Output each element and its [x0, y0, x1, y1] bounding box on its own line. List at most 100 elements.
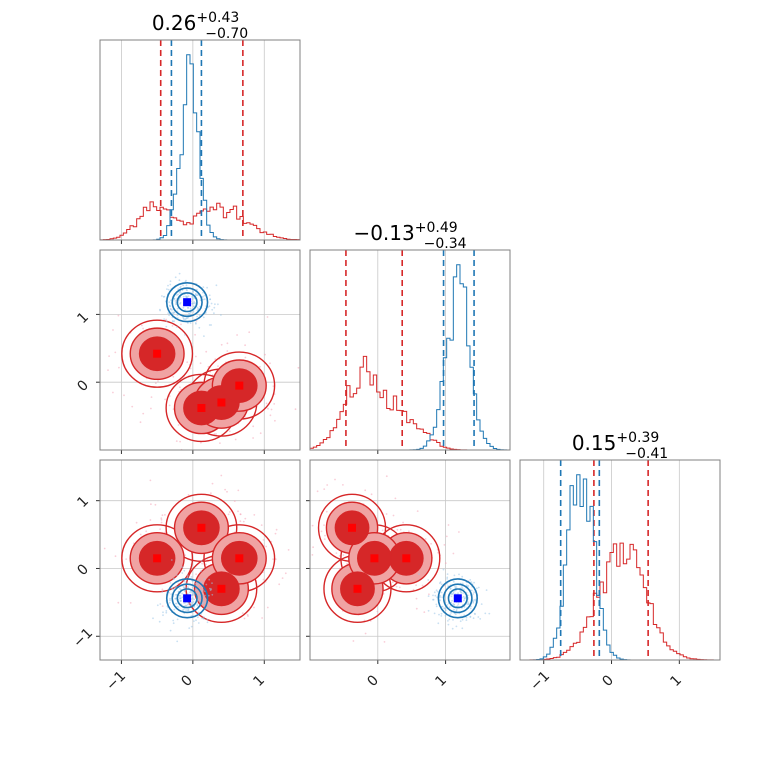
sample-point: [272, 558, 274, 560]
sample-point: [253, 514, 256, 516]
sample-point: [200, 441, 202, 444]
contour-red: [121, 319, 194, 388]
sample-point: [193, 301, 196, 303]
sample-point: [323, 524, 325, 526]
sample-point: [195, 589, 197, 592]
sample-point: [202, 291, 204, 294]
sample-point: [186, 361, 189, 364]
sample-point: [441, 596, 444, 599]
sample-point: [265, 545, 268, 548]
sample-point: [437, 622, 440, 625]
sample-point: [190, 601, 193, 604]
sample-point: [145, 530, 148, 533]
sample-point: [264, 353, 266, 356]
sample-point: [174, 276, 177, 279]
sample-point: [244, 517, 247, 520]
sample-point: [383, 641, 386, 643]
sample-point: [253, 606, 255, 609]
sample-point: [445, 535, 448, 538]
sample-point: [195, 619, 197, 622]
sample-point: [162, 296, 165, 298]
sample-point: [461, 627, 464, 630]
sample-point: [206, 618, 209, 621]
sample-point: [206, 286, 209, 289]
sample-point: [165, 610, 168, 612]
sample-point: [415, 597, 418, 600]
sample-point: [398, 586, 401, 589]
sample-point: [472, 593, 475, 595]
sample-point: [186, 289, 188, 292]
sample-point: [439, 595, 442, 597]
sample-point: [248, 331, 251, 334]
sample-point: [187, 609, 190, 612]
sample-point: [433, 612, 436, 615]
sample-point: [465, 616, 468, 619]
sample-point: [197, 622, 200, 624]
sample-point: [181, 566, 184, 569]
sample-point: [364, 632, 367, 635]
sample-point: [168, 314, 171, 317]
sample-point: [183, 580, 186, 583]
sample-point: [267, 407, 269, 410]
sample-point: [415, 584, 417, 587]
title-p0: 0.26+0.43 −0.70: [152, 10, 248, 42]
sample-point: [424, 538, 427, 540]
sample-point: [150, 503, 152, 506]
sample-point: [226, 490, 228, 493]
contour-blue: [165, 282, 209, 323]
sample-point: [182, 295, 185, 298]
sample-point: [454, 585, 456, 588]
histogram-red: [99, 201, 301, 241]
sample-point: [197, 592, 200, 595]
sample-point: [117, 314, 120, 317]
sample-point: [239, 520, 242, 523]
sample-point: [342, 554, 345, 556]
sample-point: [196, 315, 199, 318]
sample-point: [196, 603, 199, 605]
sample-point: [175, 440, 178, 442]
sample-point: [160, 521, 163, 524]
sample-point: [156, 604, 159, 607]
sample-point: [195, 294, 198, 297]
sample-point: [439, 599, 441, 602]
sample-point: [449, 588, 452, 590]
sample-point: [123, 394, 125, 397]
sample-point: [227, 513, 230, 516]
sample-point: [434, 594, 437, 597]
sample-point: [172, 619, 175, 622]
sample-point: [196, 604, 199, 607]
sample-point: [452, 619, 454, 621]
sample-point: [167, 288, 170, 291]
sample-point: [261, 617, 263, 619]
sample-point: [446, 578, 448, 580]
sample-point: [440, 612, 443, 615]
sample-point: [162, 614, 164, 617]
sample-point: [469, 607, 472, 610]
sample-point: [191, 597, 194, 599]
contour-blue: [437, 578, 478, 619]
sample-point: [220, 343, 223, 346]
sample-point: [112, 329, 114, 331]
sample-point: [172, 622, 175, 625]
sample-point: [152, 617, 154, 620]
sample-point: [272, 385, 275, 387]
panel-p0-vs-p1: [96, 249, 301, 454]
sample-point: [324, 534, 326, 537]
sample-point: [161, 588, 164, 591]
sample-point: [202, 316, 205, 319]
sample-point: [204, 594, 206, 597]
sample-point: [444, 562, 447, 564]
sample-point: [444, 614, 447, 617]
sample-point: [199, 570, 202, 573]
sample-point: [467, 603, 469, 606]
sample-point: [446, 604, 449, 606]
sample-point: [462, 592, 464, 594]
sample-point: [465, 584, 468, 587]
sample-point: [150, 407, 152, 410]
sample-point: [214, 303, 216, 306]
sample-point: [477, 616, 480, 618]
sample-point: [484, 612, 487, 615]
sample-point: [224, 488, 227, 491]
sample-point: [435, 605, 438, 608]
